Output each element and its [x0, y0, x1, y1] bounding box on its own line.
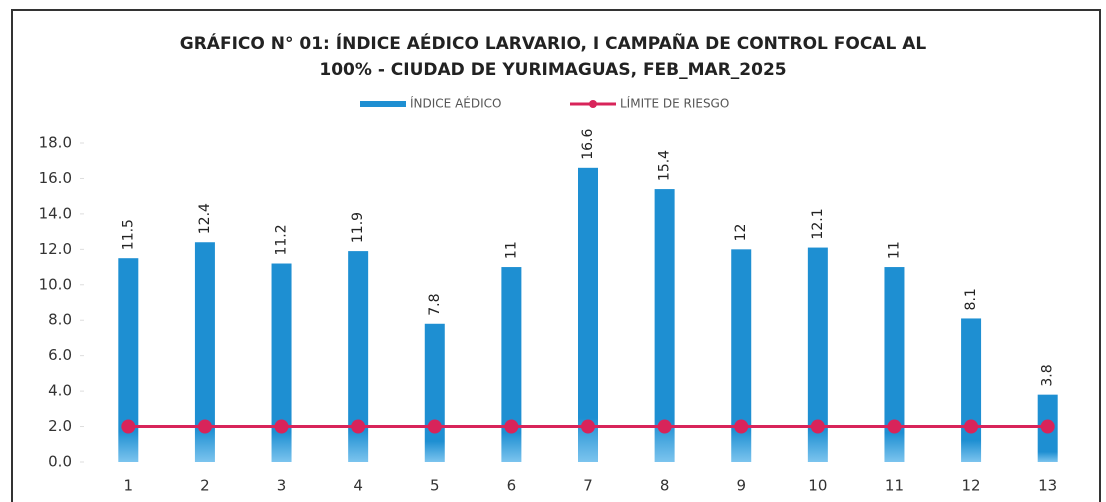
data-label: 11.5: [120, 219, 136, 250]
line-marker: [351, 419, 366, 434]
legend-swatch: [360, 101, 406, 107]
bar: [884, 267, 905, 462]
data-label: 7.8: [427, 294, 443, 316]
y-tick-label: 16.0: [39, 169, 72, 187]
line-marker: [274, 419, 289, 434]
x-tick-label: 6: [507, 477, 517, 495]
line-marker: [427, 419, 442, 434]
line-marker: [964, 419, 979, 434]
legend-label: LÍMITE DE RIESGO: [620, 96, 729, 111]
data-label: 11.2: [274, 224, 290, 255]
y-tick-label: 2.0: [48, 417, 72, 435]
line-marker: [121, 419, 136, 434]
y-tick-label: 18.0: [39, 134, 72, 152]
data-label: 11.9: [350, 212, 366, 243]
y-tick-label: 12.0: [39, 240, 72, 258]
x-tick-label: 8: [660, 477, 670, 495]
line-marker: [197, 419, 212, 434]
bar: [807, 247, 828, 462]
bar: [654, 189, 675, 463]
bar: [731, 249, 752, 462]
y-tick-label: 4.0: [48, 382, 72, 400]
data-label: 11: [886, 241, 902, 259]
y-tick-label: 6.0: [48, 346, 72, 364]
x-tick-label: 12: [962, 477, 981, 495]
x-tick-label: 5: [430, 477, 440, 495]
data-label: 12.1: [810, 208, 826, 239]
line-marker: [581, 419, 595, 434]
x-tick-label: 1: [124, 477, 134, 495]
bar: [961, 318, 982, 462]
data-label: 12.4: [197, 203, 213, 234]
x-tick-label: 7: [583, 477, 593, 495]
x-tick-label: 2: [200, 477, 210, 495]
bar: [578, 167, 598, 463]
data-label: 15.4: [657, 150, 673, 181]
y-tick-label: 14.0: [39, 204, 72, 222]
x-tick-label: 11: [885, 477, 904, 495]
x-tick-label: 13: [1038, 477, 1057, 495]
bar: [424, 323, 445, 462]
line-marker: [887, 419, 902, 434]
x-tick-label: 3: [277, 477, 287, 495]
line-marker: [734, 419, 749, 434]
x-tick-label: 4: [353, 477, 363, 495]
bar: [271, 263, 292, 462]
bar: [348, 251, 369, 462]
y-tick-label: 8.0: [48, 311, 72, 329]
data-label: 12: [733, 224, 749, 242]
bar: [501, 267, 522, 462]
line-marker: [1040, 419, 1055, 434]
data-label: 3.8: [1040, 364, 1056, 386]
y-tick-label: 10.0: [39, 275, 72, 293]
chart-title: 100% - CIUDAD DE YURIMAGUAS, FEB_MAR_202…: [319, 60, 786, 80]
legend-label: ÍNDICE AÉDICO: [410, 96, 501, 111]
x-tick-label: 9: [736, 477, 746, 495]
data-label: 8.1: [963, 288, 979, 310]
bar: [194, 242, 215, 462]
y-tick-label: 0.0: [48, 453, 72, 471]
line-marker: [810, 419, 825, 434]
chart-title: GRÁFICO N° 01: ÍNDICE AÉDICO LARVARIO, I…: [180, 31, 927, 54]
x-tick-label: 10: [808, 477, 827, 495]
line-marker: [657, 419, 672, 434]
data-label: 11: [503, 241, 519, 259]
bar: [118, 258, 139, 462]
line-marker: [504, 419, 519, 434]
chart-frame: [11, 9, 1101, 502]
legend-marker: [589, 100, 597, 108]
data-label: 16.6: [580, 129, 596, 160]
